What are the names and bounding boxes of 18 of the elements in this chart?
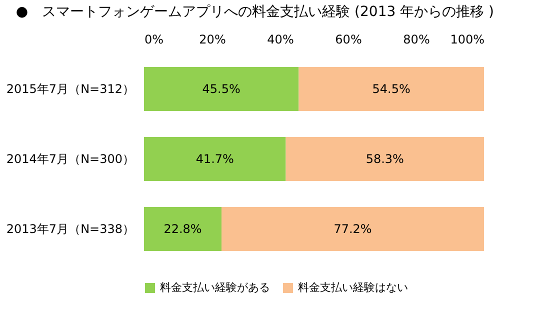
data-label: 54.5% [372, 82, 410, 96]
chart-title: ● スマートフォンゲームアプリへの料金支払い経験 (2013 年からの推移 ) [16, 4, 494, 20]
y-tick-label: 2013年7月（N=338） [6, 222, 134, 236]
data-label: 41.7% [196, 152, 234, 166]
data-label: 77.2% [334, 222, 372, 236]
data-label: 45.5% [202, 82, 240, 96]
x-tick-label: 100% [450, 32, 484, 46]
data-label: 58.3% [366, 152, 404, 166]
x-tick-label: 0% [144, 32, 164, 46]
y-tick-label: 2014年7月（N=300） [6, 152, 134, 166]
x-tick-label: 60% [335, 32, 362, 46]
legend-label: 料金支払い経験がある [160, 281, 270, 294]
x-tick-label: 40% [267, 32, 294, 46]
y-tick-label: 2015年7月（N=312） [6, 82, 134, 96]
x-tick-label: 20% [199, 32, 226, 46]
x-tick-label: 80% [403, 32, 430, 46]
data-label: 22.8% [164, 222, 202, 236]
legend-label: 料金支払い経験はない [298, 281, 408, 294]
